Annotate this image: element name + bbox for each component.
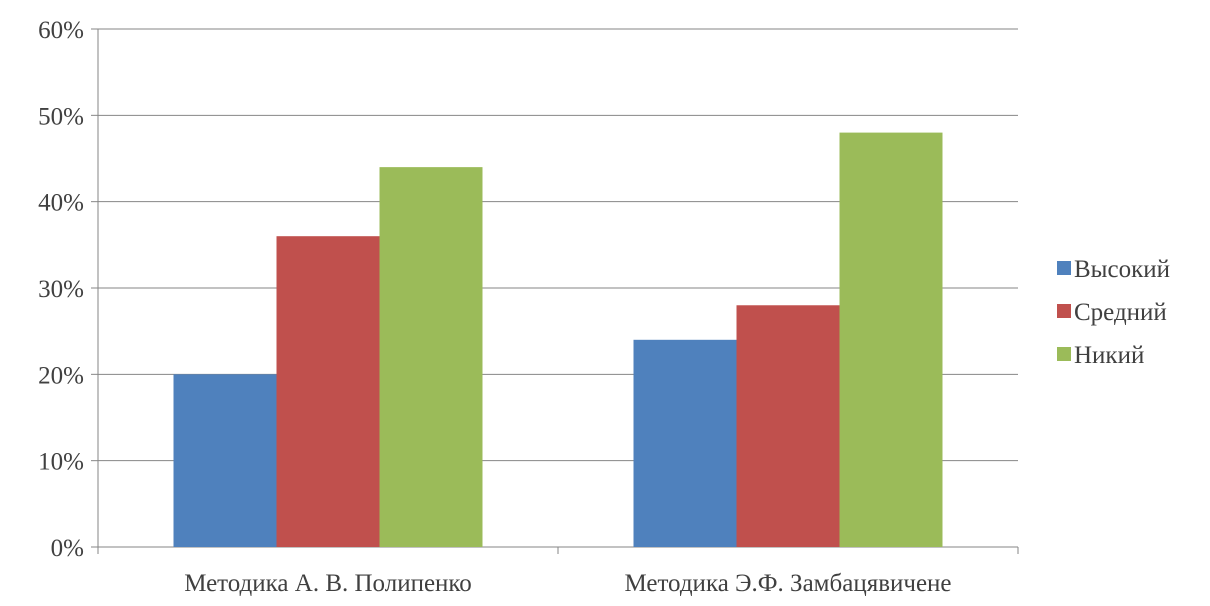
- bar-1-cat-2: [633, 339, 737, 547]
- bar-3-cat-1: [379, 167, 483, 547]
- y-tick-label: 20%: [38, 362, 84, 389]
- y-tick-label: 0%: [51, 535, 84, 562]
- y-tick-label: 10%: [38, 449, 84, 476]
- x-category-label: Методика А. В. Полипенко: [184, 570, 472, 597]
- bar-2-cat-2: [736, 305, 840, 547]
- y-tick-label: 40%: [38, 190, 84, 217]
- legend-label: Высокий: [1074, 256, 1170, 283]
- y-tick-label: 60%: [38, 17, 84, 44]
- legend-swatch: [1057, 261, 1071, 275]
- bar-1-cat-1: [173, 374, 277, 547]
- x-category-label: Методика Э.Ф. Замбацявичене: [624, 570, 951, 597]
- legend-label: Средний: [1074, 299, 1167, 326]
- bar-2-cat-1: [276, 236, 380, 547]
- x-category-labels: Методика А. В. Полипенко Методика Э.Ф. За…: [184, 570, 951, 597]
- bar-3-cat-2: [839, 132, 943, 547]
- legend-label: Никий: [1074, 342, 1144, 369]
- y-tick-label: 50%: [38, 103, 84, 130]
- y-tick-label: 30%: [38, 276, 84, 303]
- y-tick-labels: 0% 10% 20% 30% 40% 50% 60%: [38, 17, 84, 562]
- legend-swatch: [1057, 347, 1071, 361]
- legend-swatch: [1057, 304, 1071, 318]
- bars: [173, 132, 943, 547]
- legend: Высокий Средний Никий: [1057, 256, 1170, 369]
